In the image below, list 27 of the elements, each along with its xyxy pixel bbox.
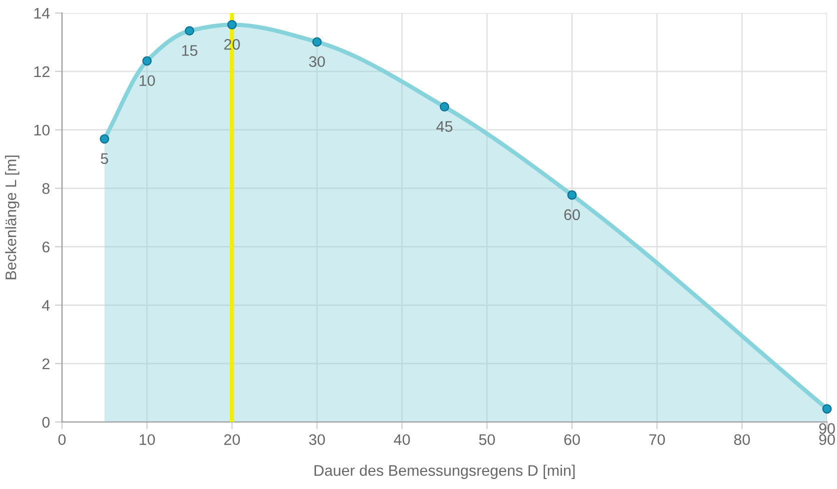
x-tick-label: 90 — [819, 434, 835, 446]
x-axis-title: Dauer des Bemessungsregens D [min] — [314, 464, 575, 479]
annotation: 15 — [182, 45, 198, 56]
annotation: 5 — [100, 153, 108, 164]
x-tick-label: 20 — [224, 434, 240, 446]
y-tick-label: 10 — [34, 124, 50, 136]
x-tick-label: 70 — [649, 434, 665, 446]
x-tick-label: 0 — [58, 434, 66, 446]
y-tick-label: 0 — [42, 416, 50, 428]
y-tick-label: 8 — [42, 183, 50, 194]
annotation: 30 — [309, 56, 325, 68]
annotation: 45 — [436, 121, 452, 132]
y-axis-title: Beckenlänge L [m] — [5, 156, 20, 280]
x-tick-label: 40 — [394, 434, 410, 446]
annotation: 10 — [140, 75, 155, 86]
annotation: 60 — [564, 209, 580, 220]
x-tick-label: 80 — [734, 434, 750, 446]
y-tick-label: 6 — [42, 242, 50, 252]
x-tick-label: 60 — [564, 434, 580, 446]
y-tick-label: 2 — [42, 358, 50, 370]
y-tick-label: 14 — [34, 8, 50, 19]
x-tick-label: 50 — [479, 434, 495, 446]
x-tick-label: 30 — [309, 434, 325, 446]
x-tick-label: 10 — [140, 434, 155, 446]
annotation: 90 — [819, 423, 835, 434]
y-tick-label: 12 — [34, 66, 50, 77]
y-tick-label: 4 — [42, 300, 50, 311]
